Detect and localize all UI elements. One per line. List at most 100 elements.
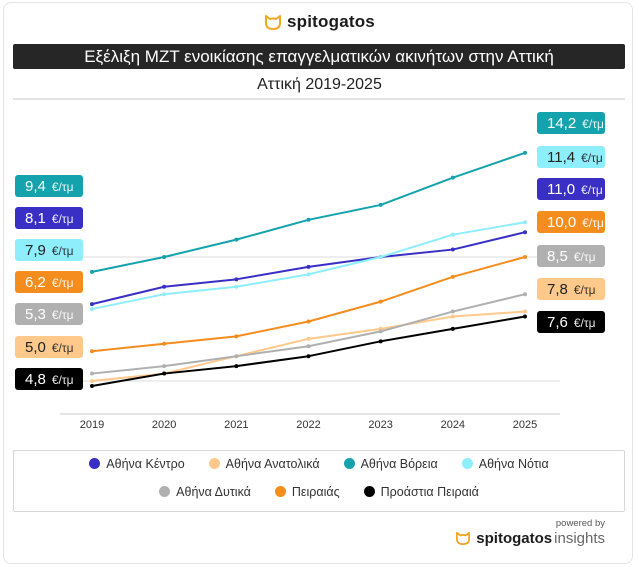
data-point <box>306 319 311 324</box>
brand-logo: spitogatos <box>0 12 639 35</box>
value-number: 14,2 <box>547 115 577 132</box>
data-point <box>90 302 94 307</box>
value-unit: €/τμ <box>573 316 596 330</box>
cat-logo-icon <box>455 531 471 549</box>
data-point <box>523 150 527 155</box>
data-point <box>162 371 167 376</box>
legend-row: Αθήνα Κέντρο Αθήνα Ανατολικά Αθήνα Βόρεια Α… <box>14 457 624 471</box>
footer-brand-bold: spitogatos <box>476 530 553 547</box>
data-point <box>450 175 455 180</box>
value-unit: €/τμ <box>581 151 603 165</box>
end-value-label: 10,0 €/τμ <box>537 211 605 233</box>
legend-dot-icon <box>461 458 473 469</box>
data-point <box>450 314 455 319</box>
legend-label: Αθήνα Δυτικά <box>176 485 251 499</box>
value-unit: €/τμ <box>51 341 74 355</box>
value-unit: €/τμ <box>51 276 74 290</box>
value-number: 7,9 <box>25 242 46 259</box>
legend-item: Αθήνα Ανατολικά <box>208 457 320 471</box>
data-point <box>378 299 383 304</box>
legend-item: Αθήνα Δυτικά <box>159 485 251 499</box>
legend-dot-icon <box>208 458 220 469</box>
data-point <box>378 339 383 344</box>
chart-title: Εξέλιξη ΜΖΤ ενοικίασης επαγγελματικών ακ… <box>13 44 625 69</box>
value-unit: €/τμ <box>51 212 74 226</box>
data-point <box>378 255 383 259</box>
value-number: 5,3 <box>25 306 46 323</box>
value-unit: €/τμ <box>573 283 596 297</box>
legend-label: Αθήνα Κέντρο <box>106 457 185 471</box>
data-point <box>162 284 167 289</box>
value-number: 4,8 <box>25 371 46 388</box>
value-unit: €/τμ <box>582 216 604 230</box>
value-number: 8,5 <box>547 248 568 265</box>
legend-label: Πειραιάς <box>291 485 340 499</box>
footer-brand-light: insights <box>554 530 605 547</box>
legend-label: Αθήνα Ανατολικά <box>225 457 320 471</box>
data-point <box>523 292 527 297</box>
start-value-label: 5,0 €/τμ <box>15 336 83 358</box>
data-point <box>450 274 455 279</box>
end-value-label: 7,8 €/τμ <box>537 278 605 300</box>
data-point <box>162 341 167 346</box>
legend-label: Προάστια Πειραιά <box>380 485 479 499</box>
data-point <box>234 334 239 339</box>
value-unit: €/τμ <box>51 180 74 194</box>
chart-legend: Αθήνα Κέντρο Αθήνα Ανατολικά Αθήνα Βόρεια Α… <box>13 450 625 512</box>
x-tick-label: 2024 <box>441 419 465 431</box>
data-point <box>306 217 311 222</box>
end-value-label: 11,0 €/τμ <box>537 178 605 200</box>
data-point <box>523 309 527 314</box>
data-point <box>450 232 455 237</box>
x-tick-label: 2020 <box>152 419 176 431</box>
data-point <box>162 364 167 369</box>
data-point <box>234 237 239 242</box>
footer-brand: spitogatos insights <box>455 530 605 549</box>
data-point <box>523 314 527 319</box>
legend-item: Αθήνα Νότια <box>461 457 549 471</box>
data-point <box>378 329 383 334</box>
legend-dot-icon <box>363 486 375 497</box>
series-line <box>91 315 526 387</box>
data-point <box>306 354 311 359</box>
start-value-label: 4,8 €/τμ <box>15 368 83 390</box>
value-unit: €/τμ <box>573 250 596 264</box>
data-point <box>523 230 527 235</box>
start-value-label: 6,2 €/τμ <box>15 271 83 293</box>
chart-card <box>3 2 633 564</box>
value-unit: €/τμ <box>51 244 74 258</box>
data-point <box>306 336 311 341</box>
data-point <box>162 255 167 259</box>
value-number: 7,8 <box>547 281 568 298</box>
series-line <box>91 151 526 273</box>
value-number: 11,4 <box>547 149 576 166</box>
start-value-label: 8,1 €/τμ <box>15 207 83 229</box>
data-point <box>306 344 311 349</box>
x-tick-label: 2023 <box>368 419 392 431</box>
end-value-label: 14,2 €/τμ <box>537 112 605 134</box>
data-point <box>234 354 239 359</box>
value-number: 11,0 <box>547 181 576 198</box>
value-unit: €/τμ <box>51 308 74 322</box>
data-point <box>90 379 94 383</box>
value-number: 5,0 <box>25 339 46 356</box>
x-tick-label: 2025 <box>513 419 537 431</box>
brand-name: spitogatos <box>287 12 375 31</box>
x-tick-label: 2021 <box>224 419 248 431</box>
legend-item: Αθήνα Βόρεια <box>343 457 438 471</box>
data-point <box>90 307 94 312</box>
data-point <box>450 247 455 252</box>
data-point <box>234 364 239 369</box>
legend-dot-icon <box>274 486 286 497</box>
value-number: 6,2 <box>25 274 46 291</box>
data-point <box>523 255 527 259</box>
legend-dot-icon <box>343 458 355 469</box>
end-value-label: 11,4 €/τμ <box>537 146 605 168</box>
chart-subtitle: Αττική 2019-2025 <box>257 76 382 93</box>
start-value-label: 5,3 €/τμ <box>15 303 83 325</box>
legend-item: Προάστια Πειραιά <box>363 485 479 499</box>
value-unit: €/τμ <box>51 373 74 387</box>
x-tick-label: 2022 <box>296 419 320 431</box>
data-point <box>162 292 167 297</box>
legend-label: Αθήνα Βόρεια <box>360 457 438 471</box>
